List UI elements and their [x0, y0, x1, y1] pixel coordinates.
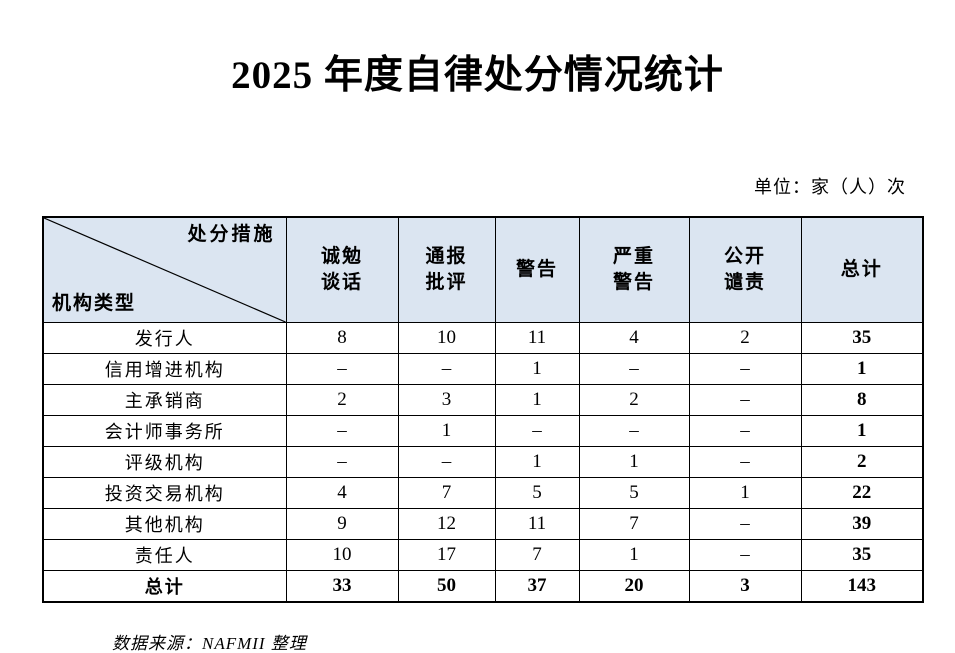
cell-value: – — [578, 353, 690, 385]
data-source-note: 数据来源：NAFMII 整理 — [112, 634, 307, 653]
cell-value: 50 — [397, 570, 496, 603]
column-header-warning: 警告 — [494, 216, 580, 323]
cell-value: – — [285, 353, 399, 385]
cell-value: 35 — [800, 322, 924, 354]
cell-value: – — [494, 415, 580, 447]
cell-value: 1 — [578, 446, 690, 478]
row-label: 总计 — [42, 570, 287, 603]
column-header-admonishment-talk: 诚勉 谈话 — [285, 216, 399, 323]
table-body: 发行人 8 10 11 4 2 35 信用增进机构 – –1– –1 主承销商 2 3 1 2–8 会计师事务所… — [42, 322, 924, 603]
table-row: 投资交易机构 4 7 5 5 1 22 — [42, 477, 924, 509]
cell-value: 2 — [578, 384, 690, 416]
cell-value: 1 — [578, 539, 690, 571]
cell-value: 11 — [494, 508, 580, 540]
corner-label-measures: 处分措施 — [187, 224, 276, 245]
cell-value: 4 — [285, 477, 399, 509]
column-header-public-censure: 公开 谴责 — [688, 216, 802, 323]
cell-value: – — [688, 353, 802, 385]
cell-value: 8 — [800, 384, 924, 416]
cell-value: 7 — [578, 508, 690, 540]
cell-value: 9 — [285, 508, 399, 540]
column-header-severe-warning: 严重 警告 — [578, 216, 690, 323]
cell-value: 10 — [285, 539, 399, 571]
cell-value: – — [285, 415, 399, 447]
cell-value: 1 — [494, 384, 580, 416]
table-header: 处分措施 机构类型 诚勉 谈话 通报 批评 警告 严重 警告 公开 谴责 总计 — [42, 216, 924, 323]
cell-value: 12 — [397, 508, 496, 540]
corner-header-cell: 处分措施 机构类型 — [42, 216, 287, 323]
table-row: 会计师事务所 –1– – –1 — [42, 415, 924, 447]
cell-value: 3 — [688, 570, 802, 603]
row-label: 评级机构 — [42, 446, 287, 478]
cell-value: 4 — [578, 322, 690, 354]
cell-value: 20 — [578, 570, 690, 603]
row-label: 会计师事务所 — [42, 415, 287, 447]
cell-value: – — [578, 415, 690, 447]
cell-value: – — [688, 539, 802, 571]
cell-value: 7 — [494, 539, 580, 571]
cell-value: 17 — [397, 539, 496, 571]
diagonal-divider-line — [44, 218, 286, 322]
row-label: 主承销商 — [42, 384, 287, 416]
corner-label-institution-type: 机构类型 — [52, 293, 137, 314]
cell-value: – — [688, 384, 802, 416]
cell-value: 2 — [688, 322, 802, 354]
table-row: 责任人 10 17 7 1–35 — [42, 539, 924, 571]
table-row: 主承销商 2 3 1 2–8 — [42, 384, 924, 416]
cell-value: 39 — [800, 508, 924, 540]
total-row: 总计 33 50 37 20 3 143 — [42, 570, 924, 603]
cell-value: 2 — [285, 384, 399, 416]
table-row: 发行人 8 10 11 4 2 35 — [42, 322, 924, 354]
cell-value: 1 — [494, 353, 580, 385]
column-header-circulated-criticism: 通报 批评 — [397, 216, 496, 323]
cell-value: 10 — [397, 322, 496, 354]
header-row: 处分措施 机构类型 诚勉 谈话 通报 批评 警告 严重 警告 公开 谴责 总计 — [42, 216, 924, 323]
cell-value: – — [285, 446, 399, 478]
cell-value: 11 — [494, 322, 580, 354]
cell-value: 37 — [494, 570, 580, 603]
cell-value: 1 — [688, 477, 802, 509]
table-row: 信用增进机构 – –1– –1 — [42, 353, 924, 385]
row-label: 其他机构 — [42, 508, 287, 540]
cell-value: – — [397, 446, 496, 478]
cell-value: 3 — [397, 384, 496, 416]
row-label: 责任人 — [42, 539, 287, 571]
cell-value: 1 — [800, 415, 924, 447]
row-label: 信用增进机构 — [42, 353, 287, 385]
cell-value: 1 — [494, 446, 580, 478]
row-label: 投资交易机构 — [42, 477, 287, 509]
cell-value: 1 — [397, 415, 496, 447]
cell-value: 2 — [800, 446, 924, 478]
discipline-stats-table: 处分措施 机构类型 诚勉 谈话 通报 批评 警告 严重 警告 公开 谴责 总计 … — [42, 216, 924, 603]
table-row: 其他机构 9 12 11 7–39 — [42, 508, 924, 540]
cell-value: 33 — [285, 570, 399, 603]
cell-value: 35 — [800, 539, 924, 571]
table-row: 评级机构 – –1 1–2 — [42, 446, 924, 478]
cell-value: 5 — [494, 477, 580, 509]
cell-value: 8 — [285, 322, 399, 354]
cell-value: 7 — [397, 477, 496, 509]
cell-value: – — [688, 446, 802, 478]
cell-value: 143 — [800, 570, 924, 603]
cell-value: 1 — [800, 353, 924, 385]
row-label: 发行人 — [42, 322, 287, 354]
cell-value: 22 — [800, 477, 924, 509]
column-header-total: 总计 — [800, 216, 924, 323]
unit-label: 单位：家（人）次 — [754, 177, 906, 197]
cell-value: – — [397, 353, 496, 385]
cell-value: 5 — [578, 477, 690, 509]
page-title: 2025 年度自律处分情况统计 — [231, 54, 724, 97]
cell-value: – — [688, 508, 802, 540]
cell-value: – — [688, 415, 802, 447]
